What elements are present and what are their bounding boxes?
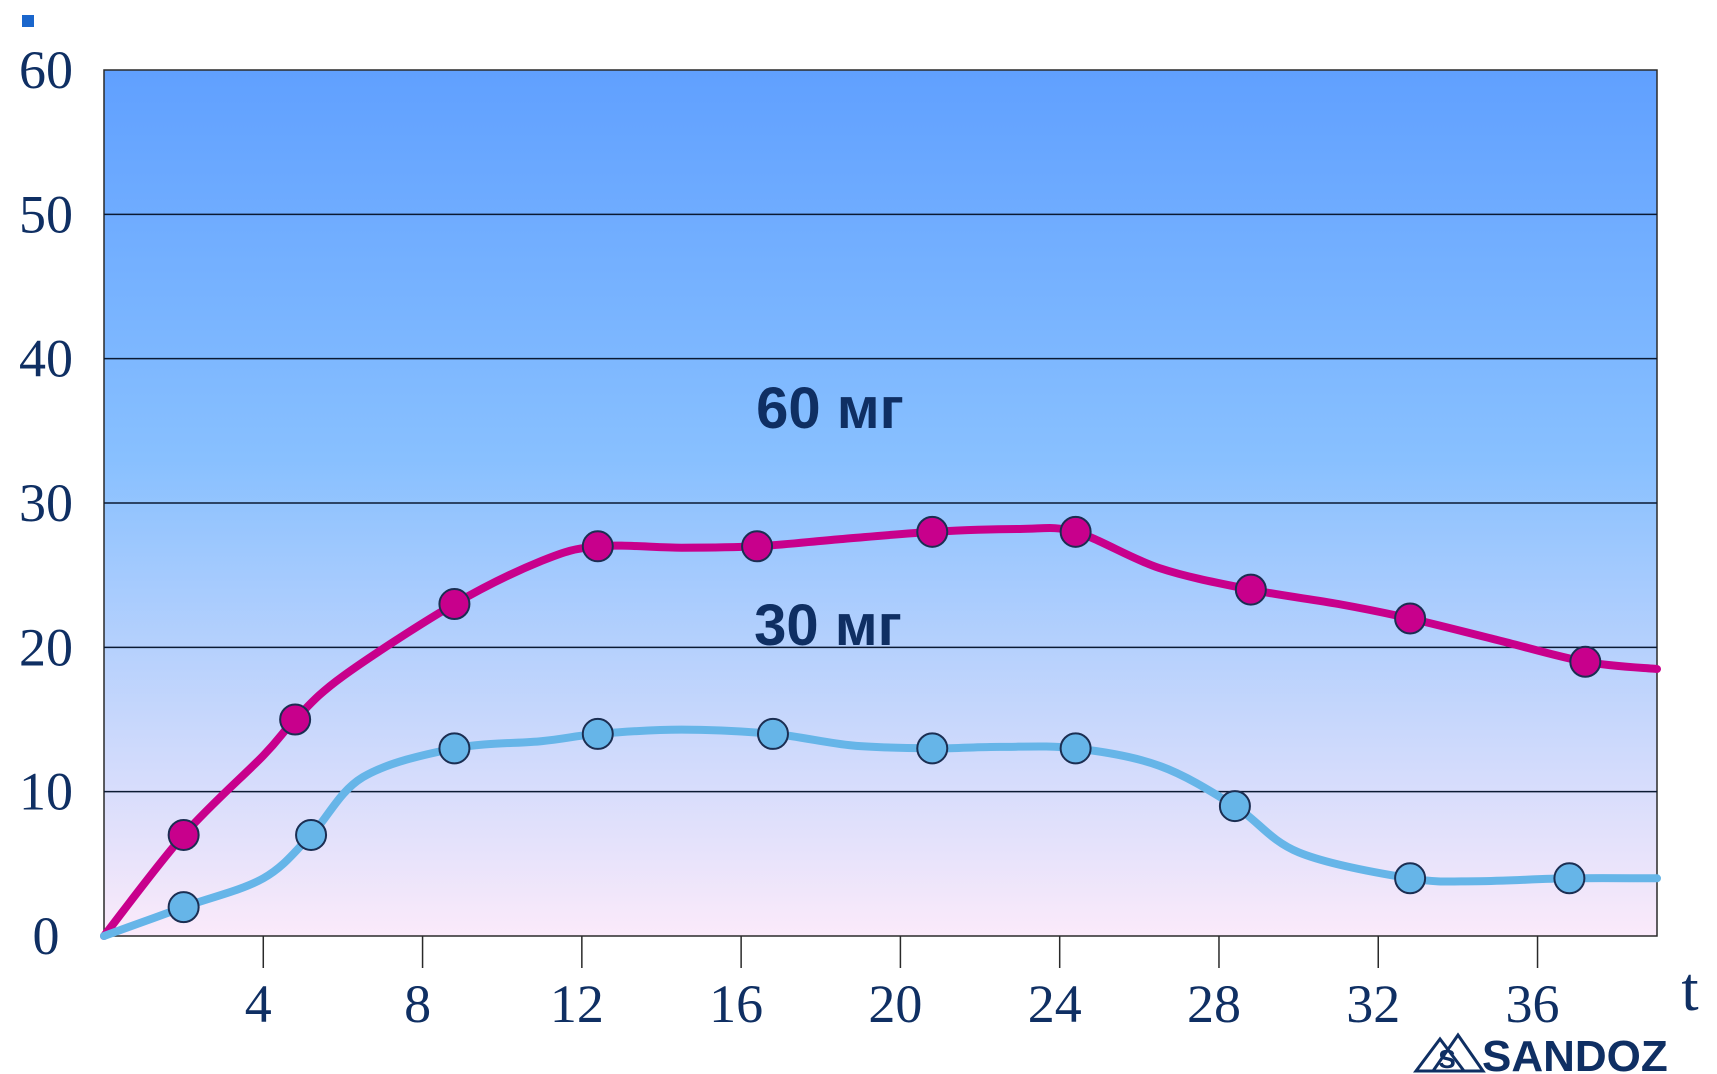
data-point-30mg [438,732,471,765]
data-point-30mg [1059,732,1092,765]
y-tick-label: 10 [19,762,73,822]
data-point-30mg [916,732,949,765]
series-line-30mg [100,725,1661,940]
data-point-30mg [295,818,328,851]
data-point-60mg [581,530,614,563]
data-point-30mg [1218,790,1251,823]
svg-text:S: S [1438,1044,1455,1074]
data-point-60mg [1394,602,1427,635]
corner-marker [22,15,34,27]
data-point-60mg [1059,515,1092,548]
data-point-60mg [1569,645,1602,678]
x-tick-label: 36 [1506,974,1560,1034]
x-tick-label: 8 [404,974,431,1034]
data-point-30mg [756,717,789,750]
x-tick-label: 20 [868,974,922,1034]
x-tick-label: 24 [1028,974,1082,1034]
x-tick-marks [262,936,1539,968]
x-tick-labels: 4 8 12 16 20 24 28 32 36 [245,974,1560,1034]
x-tick-label: 28 [1187,974,1241,1034]
y-tick-label: 20 [19,617,73,677]
data-point-60mg [167,818,200,851]
data-point-60mg [279,703,312,736]
data-point-30mg [1553,862,1586,895]
y-tick-label: 40 [19,329,73,389]
series-label-30mg: 30 мг [754,593,902,658]
x-tick-label: 12 [550,974,604,1034]
x-tick-label: 4 [245,974,272,1034]
y-tick-label: 30 [19,473,73,533]
y-tick-label: 60 [19,40,73,100]
data-point-30mg [167,891,200,924]
sandoz-logo: S SANDOZ [1413,1032,1668,1074]
sandoz-triangle-logo-icon: S [1413,1032,1486,1074]
data-point-60mg [916,515,949,548]
brand-name: SANDOZ [1482,1032,1668,1074]
data-point-60mg [1234,573,1267,606]
gridlines [104,213,1657,793]
y-tick-label: 50 [19,184,73,244]
x-axis-label: t [1681,956,1698,1024]
y-tick-label: 0 [33,906,60,966]
x-tick-label: 16 [709,974,763,1034]
y-tick-labels: 0 10 20 30 40 50 60 [19,40,73,966]
data-point-30mg [581,717,614,750]
x-tick-label: 32 [1346,974,1400,1034]
data-point-60mg [741,530,774,563]
series-markers [167,515,1602,924]
data-point-30mg [1394,862,1427,895]
data-point-60mg [438,588,471,621]
series-label-60mg: 60 мг [756,376,904,441]
